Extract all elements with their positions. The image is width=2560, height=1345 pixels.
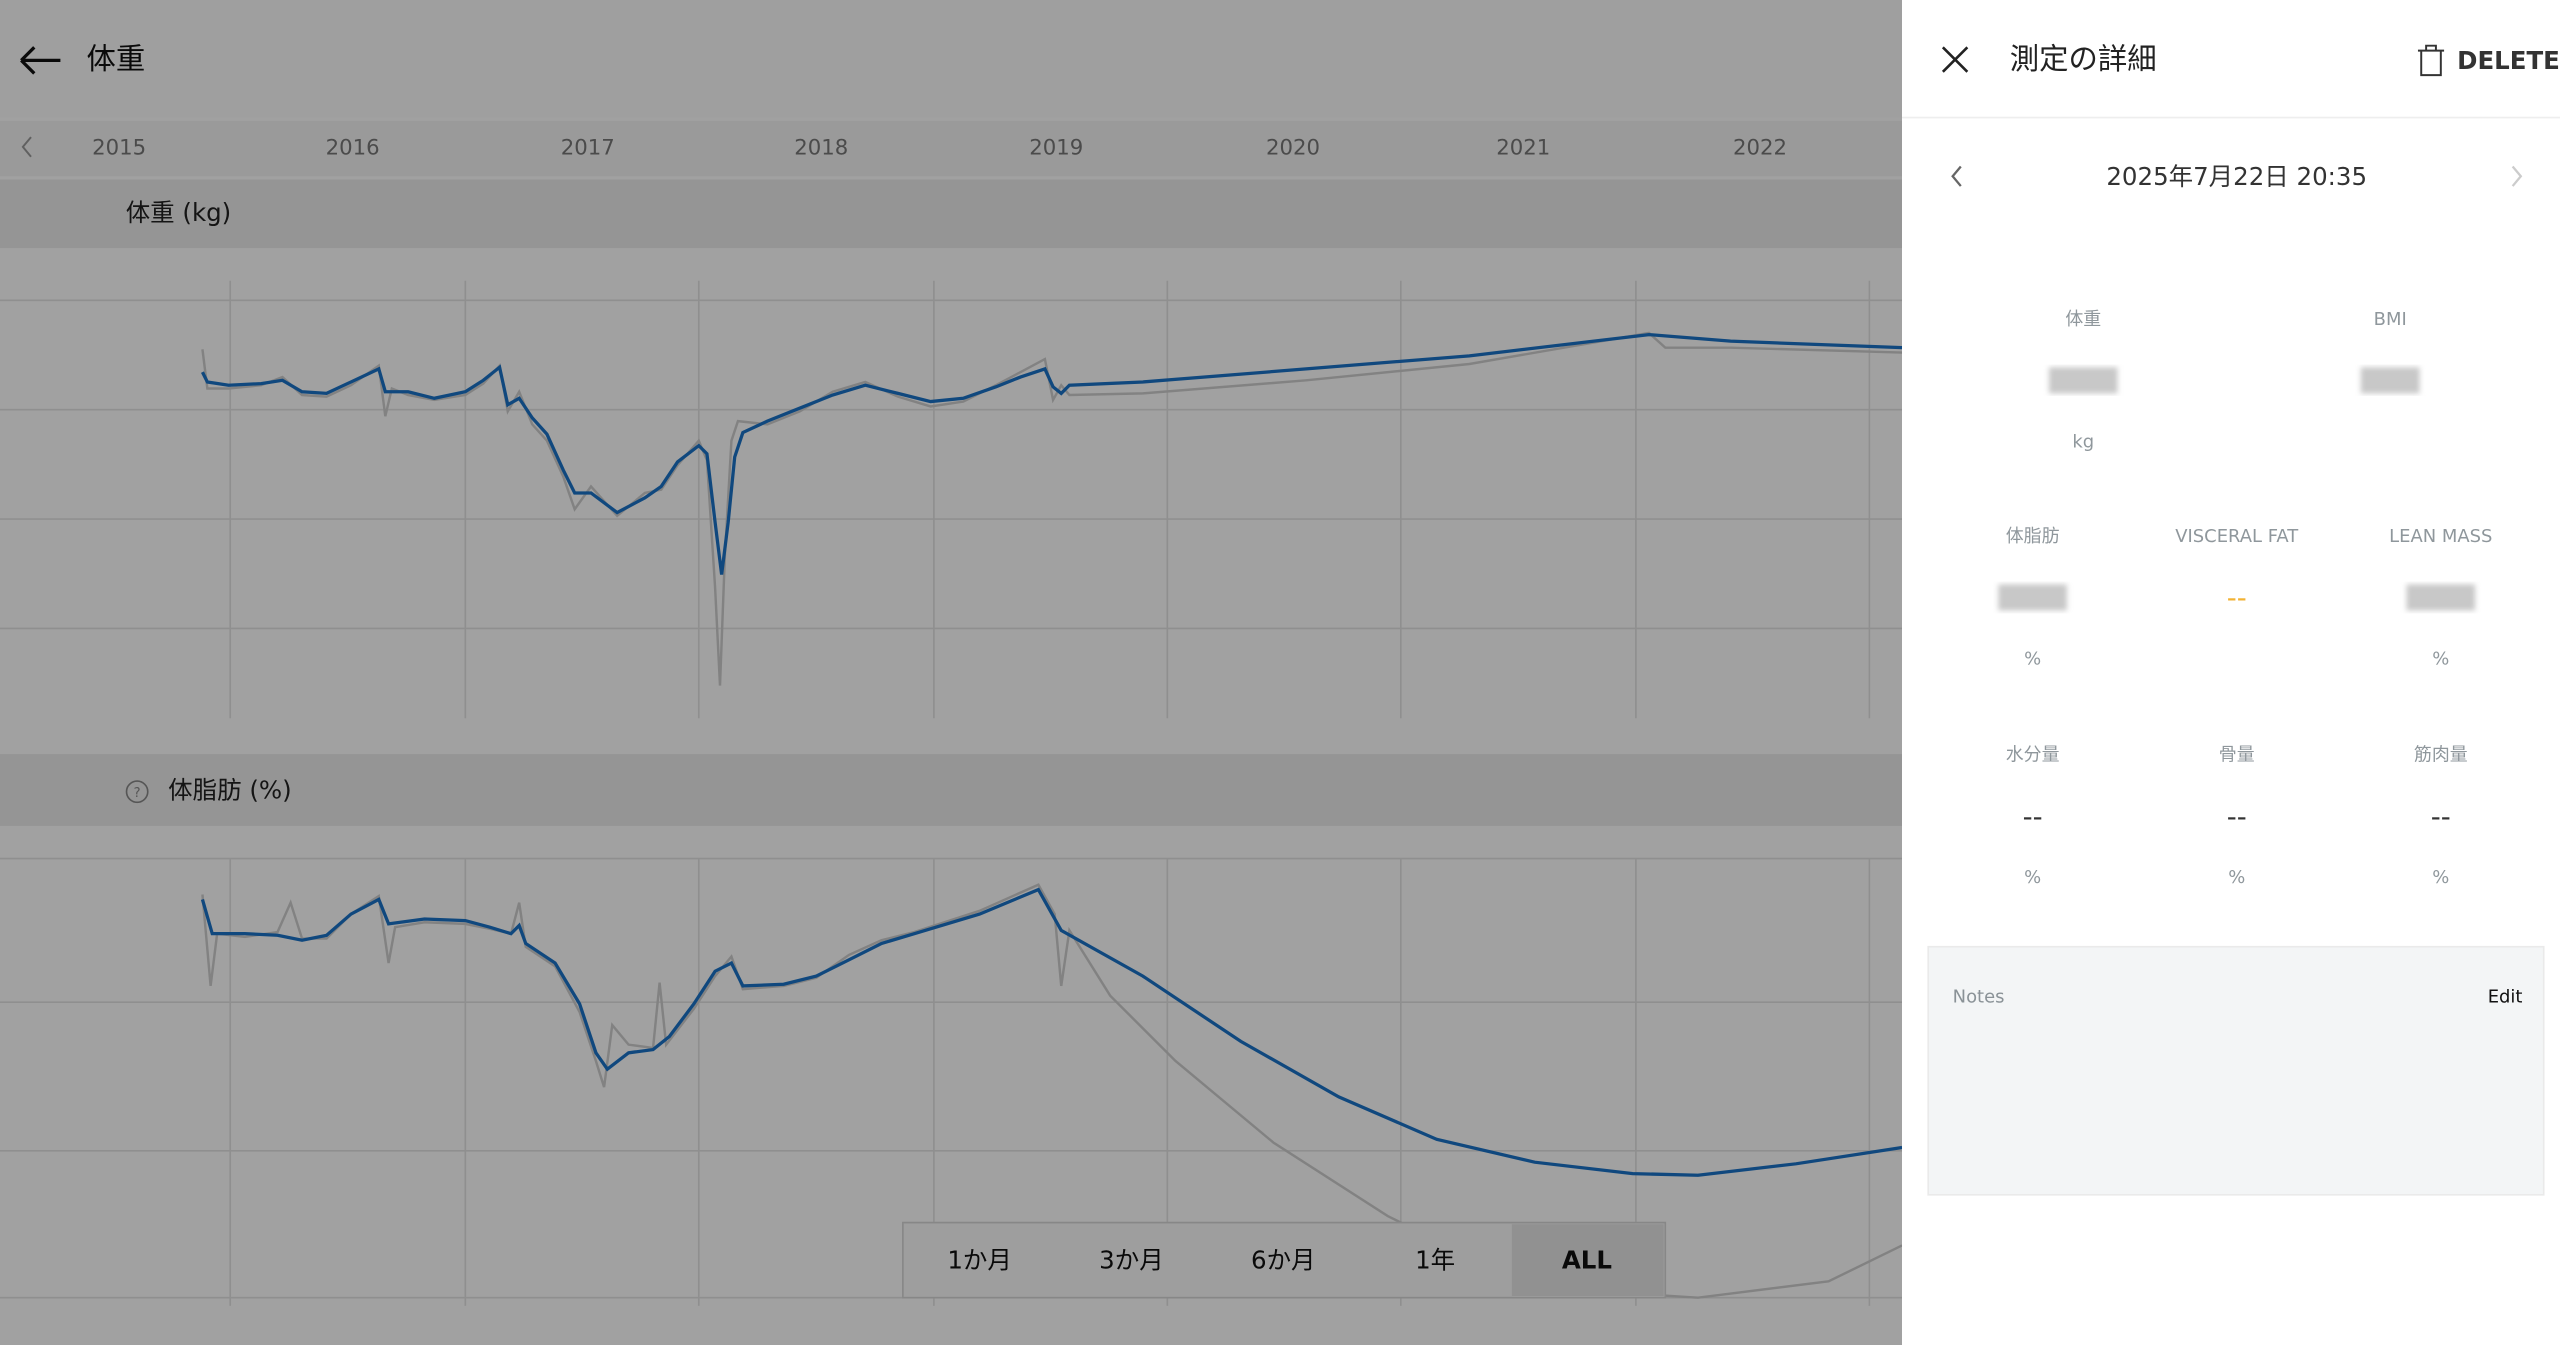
- measurement-date: 2025年7月22日 20:35: [2106, 162, 2367, 191]
- chart-title: 体重 (kg): [126, 198, 232, 227]
- main-view: 体重 体重 (kg) ? 体脂肪 (%) 2015 2016 2017 2018 201…: [0, 0, 1903, 1345]
- year-label[interactable]: 2018: [794, 136, 848, 161]
- help-icon[interactable]: [125, 780, 149, 804]
- year-label[interactable]: 2021: [1496, 136, 1550, 161]
- metric-label: 骨量: [2219, 745, 2255, 766]
- delete-button[interactable]: DELETE: [2417, 44, 2560, 77]
- range-button[interactable]: 3か月: [1099, 1246, 1164, 1275]
- redacted-value: [2048, 367, 2118, 394]
- metric-label: 体脂肪: [2006, 526, 2060, 547]
- metric-unit: %: [2228, 867, 2245, 888]
- year-label[interactable]: 2016: [326, 136, 380, 161]
- notes-edit[interactable]: Edit: [2488, 986, 2523, 1007]
- redacted-value: [2406, 584, 2476, 611]
- metric-label: 体重: [2065, 309, 2101, 330]
- panel-title: 測定の詳細: [2010, 42, 2157, 76]
- metric-label: 筋肉量: [2414, 745, 2468, 766]
- metric-unit: %: [2024, 867, 2041, 888]
- metric-unit: %: [2432, 867, 2449, 888]
- metric-label: LEAN MASS: [2389, 526, 2492, 547]
- year-label[interactable]: 2019: [1029, 136, 1083, 161]
- weight-trend-line: [200, 332, 1903, 575]
- range-button[interactable]: ALL: [1562, 1246, 1612, 1275]
- close-button[interactable]: [1941, 46, 1969, 73]
- range-button[interactable]: 6か月: [1251, 1246, 1316, 1275]
- metric-label: VISCERAL FAT: [2175, 526, 2299, 547]
- chart-title: 体脂肪 (%): [168, 776, 292, 805]
- metric-label: 水分量: [2006, 745, 2060, 766]
- metric-value: --: [2023, 800, 2043, 833]
- dim-overlay: [0, 0, 1903, 1345]
- redacted-value: [1998, 584, 2067, 611]
- year-label[interactable]: 2020: [1266, 136, 1320, 161]
- metric-unit: %: [2432, 648, 2449, 669]
- year-label[interactable]: 2015: [92, 136, 146, 161]
- range-button[interactable]: 1か月: [947, 1246, 1012, 1275]
- metric-label: BMI: [2374, 309, 2407, 330]
- year-label[interactable]: 2022: [1733, 136, 1787, 161]
- notes-label: Notes: [1953, 986, 2005, 1007]
- metric-value: --: [2227, 800, 2247, 833]
- redacted-value: [2360, 367, 2420, 394]
- page-title: 体重: [87, 42, 146, 76]
- range-button[interactable]: 1年: [1415, 1246, 1455, 1275]
- year-label[interactable]: 2017: [561, 136, 615, 161]
- metric-value: --: [2227, 581, 2247, 614]
- timeline-prev[interactable]: [21, 136, 32, 158]
- next-measurement[interactable]: [2511, 165, 2523, 187]
- notes-box: [1927, 945, 2545, 1196]
- svg-text:?: ?: [134, 786, 141, 801]
- prev-measurement[interactable]: [1951, 165, 1962, 187]
- back-button[interactable]: [20, 46, 61, 75]
- fat-trend-line: [200, 887, 1903, 1177]
- metric-value: --: [2431, 800, 2451, 833]
- metric-unit: kg: [2072, 431, 2094, 452]
- detail-panel: 測定の詳細 DELETE 2025年7月22日 20:35 体重 kg BMI 体脂肪…: [1902, 0, 2560, 1345]
- delete-label: DELETE: [2457, 46, 2560, 75]
- metric-unit: %: [2024, 648, 2041, 669]
